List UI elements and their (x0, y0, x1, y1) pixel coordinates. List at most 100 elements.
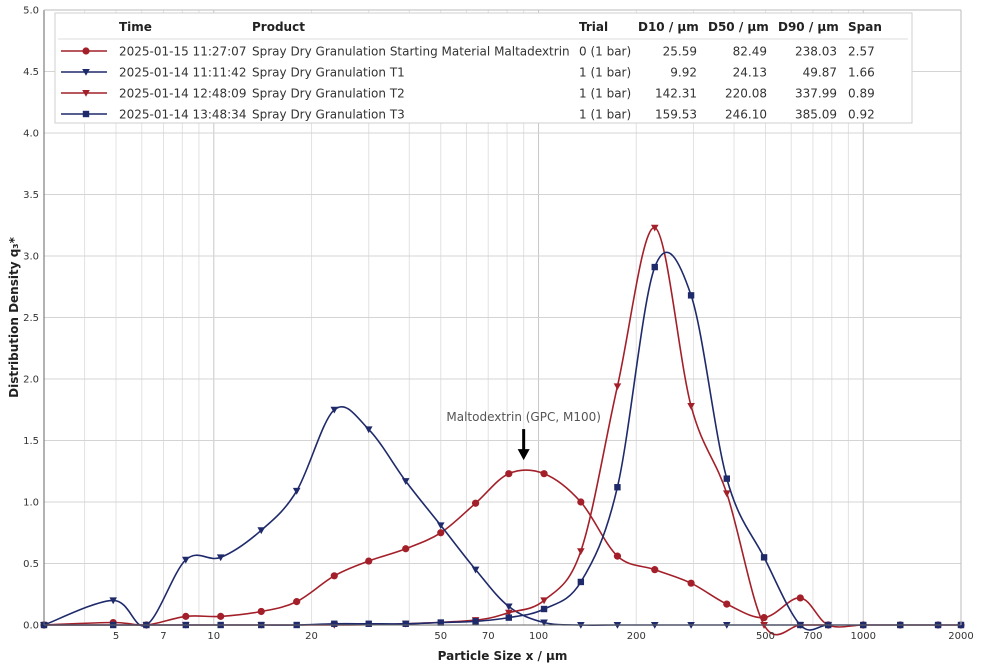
series-2-point (109, 597, 117, 605)
legend-header-2: Trial (579, 20, 608, 34)
series-3-point (650, 224, 659, 232)
series-2-point (364, 426, 373, 434)
legend-header-5: D90 / µm (778, 20, 839, 34)
x-tick-label: 500 (756, 631, 775, 642)
legend-cell-d90: 49.87 (803, 66, 837, 80)
legend-cell-time: 2025-01-14 13:48:34 (119, 108, 246, 122)
series-2-point (330, 406, 339, 414)
series-3-point (505, 609, 513, 617)
series-2-point (436, 522, 445, 530)
series-3-point (687, 403, 695, 410)
legend-cell-span: 0.92 (848, 108, 875, 122)
series-2-point (540, 619, 548, 627)
legend-cell-d50: 82.49 (733, 45, 767, 59)
series-3-point (540, 597, 548, 605)
x-tick-label: 2000 (948, 631, 973, 642)
legend-header-0: Time (119, 20, 152, 34)
series-2-point (257, 527, 266, 535)
legend-box (54, 12, 913, 124)
series-1-point (471, 499, 480, 507)
legend-swatch-marker (82, 69, 90, 76)
y-tick-label: 3.5 (23, 190, 39, 201)
series-1-point (330, 572, 338, 580)
legend-cell-d50: 246.10 (725, 108, 767, 122)
x-tick-label: 10 (207, 631, 220, 642)
legend-cell-d10: 25.59 (663, 45, 697, 59)
legend-header-3: D10 / µm (638, 20, 699, 34)
series-1-point (257, 607, 265, 616)
series-4-point (505, 614, 513, 621)
legend-cell-span: 1.66 (848, 66, 875, 80)
x-tick-label: 20 (305, 631, 318, 642)
legend-cell-product: Spray Dry Granulation T3 (252, 108, 405, 122)
series-1-point (613, 552, 622, 560)
series-3-line (44, 226, 829, 636)
y-tick-label: 0.0 (23, 621, 39, 632)
series-4-point (472, 618, 479, 625)
x-tick-label: 700 (803, 631, 822, 642)
series-4-point (437, 619, 444, 626)
y-axis-title: Distribution Density q₃* (7, 236, 21, 397)
series-4-point (402, 620, 409, 627)
series-4-point (687, 292, 695, 299)
legend-cell-d10: 159.53 (655, 108, 697, 122)
x-tick-label: 7 (160, 631, 166, 642)
series-4-line (44, 251, 962, 631)
y-tick-label: 3.0 (23, 252, 39, 263)
x-tick-label: 1000 (851, 631, 876, 642)
legend-cell-trial: 1 (1 bar) (579, 87, 631, 101)
legend-swatch-marker (82, 47, 90, 55)
annotation-arrow-head (517, 449, 530, 461)
series-1-point (687, 579, 695, 587)
series-3 (40, 224, 833, 636)
series-1-point (540, 470, 548, 478)
series-layer (40, 224, 965, 636)
legend-table: Time Product Trial D10 / µm D50 / µm D90 / µm… (54, 12, 913, 124)
x-axis-title: Particle Size x / µm (438, 649, 568, 663)
legend-header-1: Product (252, 20, 305, 34)
legend-cell-time: 2025-01-14 12:48:09 (119, 87, 246, 101)
series-3-point (722, 490, 731, 498)
series-4-point (577, 578, 585, 586)
y-tick-label: 4.0 (23, 129, 39, 140)
series-1 (40, 469, 965, 629)
series-2-point (471, 566, 480, 574)
legend-cell-d50: 24.13 (733, 66, 767, 80)
legend-swatch-marker (82, 110, 90, 118)
series-1-point (437, 529, 445, 537)
series-2-point (401, 478, 410, 485)
series-4-point (540, 605, 548, 613)
series-4-point (614, 484, 621, 491)
series-2-line (43, 406, 829, 627)
series-1-point (182, 612, 190, 620)
series-1-point (723, 600, 731, 608)
legend-header-6: Span (848, 20, 882, 34)
legend-row: 2025-01-15 11:27:07 Spray Dry Granulation… (61, 45, 875, 59)
series-1-point (796, 594, 804, 602)
series-4-point (331, 620, 338, 627)
legend-cell-d90: 238.03 (795, 45, 837, 59)
series-2-point (182, 556, 190, 564)
x-tick-label: 200 (627, 631, 646, 642)
legend-cell-span: 2.57 (848, 45, 875, 59)
series-1-point (293, 598, 301, 606)
x-tick-label: 50 (434, 631, 447, 642)
y-tick-label: 2.0 (23, 375, 39, 386)
series-4 (40, 251, 965, 631)
legend-cell-span: 0.89 (848, 87, 875, 101)
series-4-point (760, 554, 768, 561)
y-tick-label: 4.5 (23, 67, 39, 78)
legend-cell-time: 2025-01-14 11:11:42 (119, 66, 246, 80)
series-3-point (577, 548, 585, 555)
series-3-point (613, 383, 622, 391)
legend-cell-d10: 142.31 (655, 87, 697, 101)
series-4-point (651, 263, 658, 271)
x-tick-label: 5 (113, 631, 119, 642)
series-1-point (651, 566, 659, 574)
y-tick-label: 5.0 (23, 6, 39, 17)
series-2-point (505, 603, 513, 611)
legend-cell-product: Spray Dry Granulation T1 (252, 66, 405, 80)
legend-cell-trial: 1 (1 bar) (579, 66, 631, 80)
x-tick-label: 70 (482, 631, 495, 642)
